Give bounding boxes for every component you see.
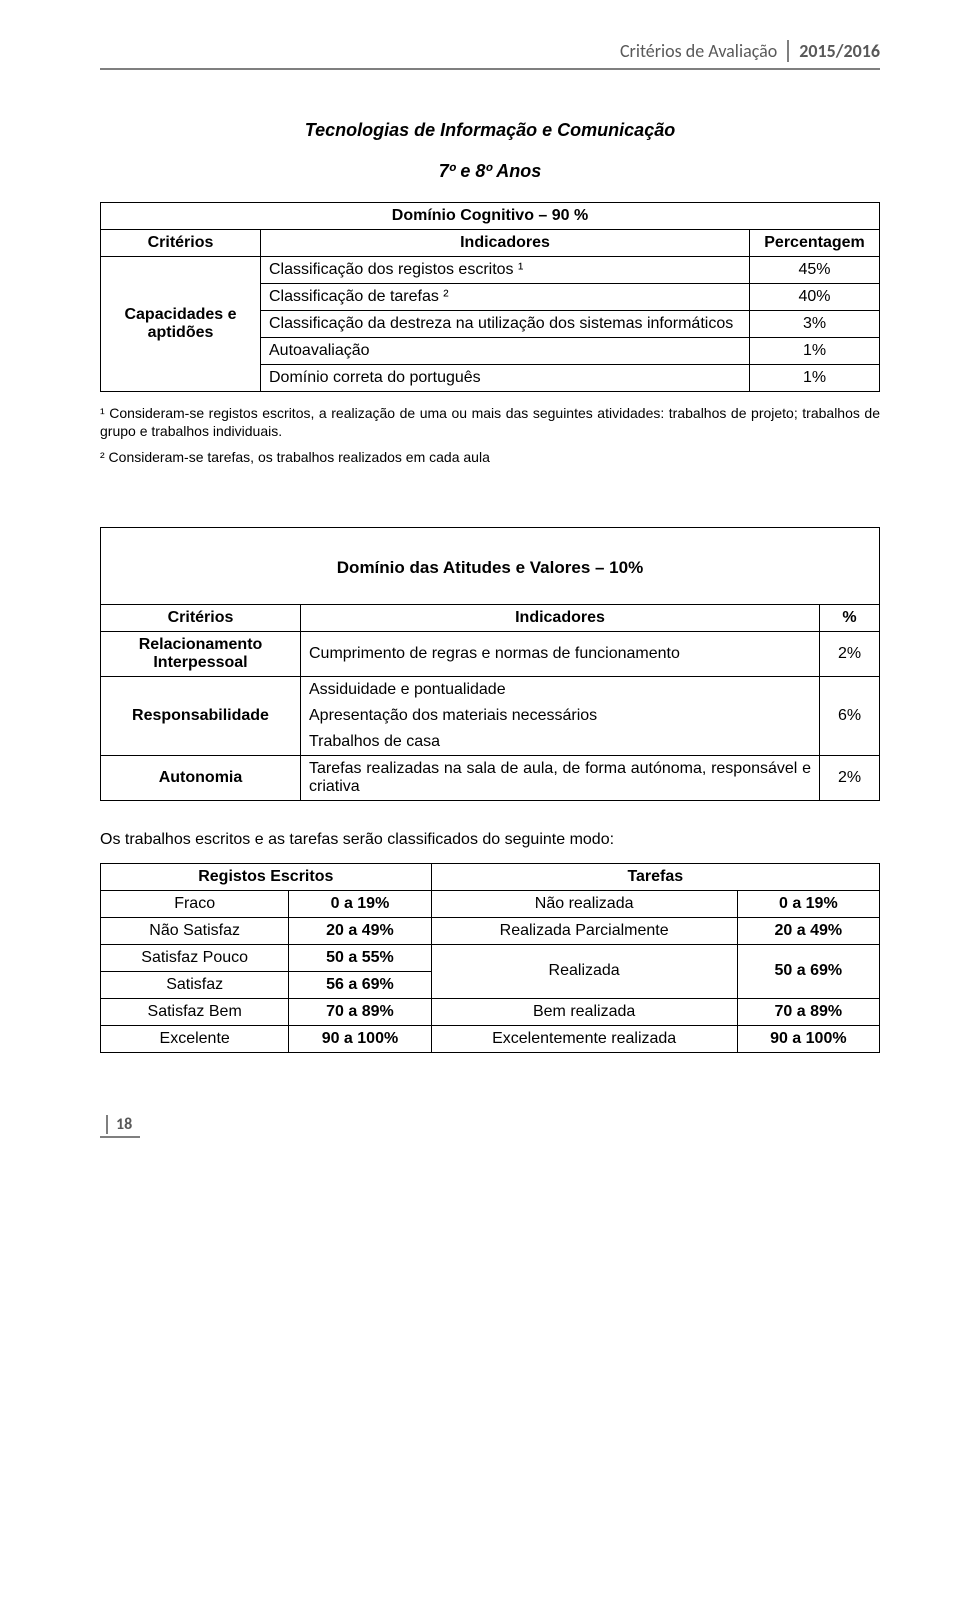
cognitive-crit-label: Capacidades e aptidões [101, 257, 261, 392]
page-header: Critérios de Avaliação 2015/2016 [100, 40, 880, 70]
classif-r3-c0: Satisfaz [101, 971, 289, 998]
doc-title: Tecnologias de Informação e Comunicação [100, 120, 880, 141]
cognitive-pct-4: 1% [750, 365, 880, 392]
classif-r2-c3: 50 a 69% [737, 944, 879, 998]
table-row: Fraco 0 a 19% Não realizada 0 a 19% [101, 890, 880, 917]
classif-r1-c0: Não Satisfaz [101, 917, 289, 944]
cognitive-header-row: Critérios Indicadores Percentagem [101, 230, 880, 257]
cognitive-table: Domínio Cognitivo – 90 % Critérios Indic… [100, 202, 880, 392]
atitudes-rel-label: Relacionamento Interpessoal [101, 631, 301, 676]
classif-r0-c3: 0 a 19% [737, 890, 879, 917]
classif-r5-c0: Excelente [101, 1025, 289, 1052]
header-year: 2015/2016 [787, 40, 880, 62]
table-row: Autonomia Tarefas realizadas na sala de … [101, 755, 880, 800]
cognitive-pct-0: 45% [750, 257, 880, 284]
atitudes-head-indicadores: Indicadores [301, 604, 820, 631]
atitudes-rel-pct: 2% [820, 631, 880, 676]
classif-r2-c0: Satisfaz Pouco [101, 944, 289, 971]
atitudes-resp-pct: 6% [820, 676, 880, 755]
table-row: Capacidades e aptidões Classificação dos… [101, 257, 880, 284]
classif-head1: Registos Escritos [101, 863, 432, 890]
footnote-1: ¹ Consideram-se registos escritos, a rea… [100, 404, 880, 440]
cognitive-domain-row: Domínio Cognitivo – 90 % [101, 203, 880, 230]
atitudes-header-row: Critérios Indicadores % [101, 604, 880, 631]
atitudes-head-criterios: Critérios [101, 604, 301, 631]
cognitive-ind-0: Classificação dos registos escritos ¹ [261, 257, 750, 284]
footnote-2: ² Consideram-se tarefas, os trabalhos re… [100, 448, 880, 466]
classif-r0-c1: 0 a 19% [289, 890, 431, 917]
atitudes-auto-label: Autonomia [101, 755, 301, 800]
classif-r5-c2: Excelentemente realizada [431, 1025, 737, 1052]
atitudes-auto-ind: Tarefas realizadas na sala de aula, de f… [301, 755, 820, 800]
header-title: Critérios de Avaliação [620, 40, 777, 62]
cognitive-head-indicadores: Indicadores [261, 230, 750, 257]
page-number: 18 [106, 1115, 132, 1134]
cognitive-pct-1: 40% [750, 284, 880, 311]
atitudes-caption: Domínio das Atitudes e Valores – 10% [100, 527, 880, 604]
page-footer: 18 [100, 1113, 880, 1138]
cognitive-pct-3: 1% [750, 338, 880, 365]
table-row: Excelente 90 a 100% Excelentemente reali… [101, 1025, 880, 1052]
classif-r5-c3: 90 a 100% [737, 1025, 879, 1052]
classif-r1-c3: 20 a 49% [737, 917, 879, 944]
table-row: Não Satisfaz 20 a 49% Realizada Parcialm… [101, 917, 880, 944]
cognitive-head-percentagem: Percentagem [750, 230, 880, 257]
cognitive-pct-2: 3% [750, 311, 880, 338]
atitudes-auto-pct: 2% [820, 755, 880, 800]
cognitive-ind-4: Domínio correta do português [261, 365, 750, 392]
atitudes-resp-ind3: Trabalhos de casa [301, 729, 820, 756]
atitudes-table: Critérios Indicadores % Relacionamento I… [100, 604, 880, 801]
classif-header-row: Registos Escritos Tarefas [101, 863, 880, 890]
cognitive-ind-1: Classificação de tarefas ² [261, 284, 750, 311]
page-number-box: 18 [100, 1113, 140, 1138]
cognitive-ind-2: Classificação da destreza na utilização … [261, 311, 750, 338]
doc-subtitle: 7º e 8º Anos [100, 161, 880, 182]
classif-r4-c0: Satisfaz Bem [101, 998, 289, 1025]
classif-r0-c2: Não realizada [431, 890, 737, 917]
atitudes-resp-ind1: Assiduidade e pontualidade [301, 676, 820, 703]
cognitive-head-criterios: Critérios [101, 230, 261, 257]
atitudes-head-pct: % [820, 604, 880, 631]
classif-r3-c1: 56 a 69% [289, 971, 431, 998]
cognitive-domain-label: Domínio Cognitivo – 90 % [101, 203, 880, 230]
classif-intro: Os trabalhos escritos e as tarefas serão… [100, 831, 880, 849]
classif-r1-c2: Realizada Parcialmente [431, 917, 737, 944]
atitudes-resp-ind2: Apresentação dos materiais necessários [301, 703, 820, 729]
cognitive-ind-3: Autoavaliação [261, 338, 750, 365]
classif-r5-c1: 90 a 100% [289, 1025, 431, 1052]
classif-r4-c2: Bem realizada [431, 998, 737, 1025]
atitudes-resp-label: Responsabilidade [101, 676, 301, 755]
classif-r1-c1: 20 a 49% [289, 917, 431, 944]
classif-r4-c1: 70 a 89% [289, 998, 431, 1025]
classif-r2-c2: Realizada [431, 944, 737, 998]
table-row: Relacionamento Interpessoal Cumprimento … [101, 631, 880, 676]
classif-head2: Tarefas [431, 863, 879, 890]
table-row: Satisfaz Pouco 50 a 55% Realizada 50 a 6… [101, 944, 880, 971]
table-row: Responsabilidade Assiduidade e pontualid… [101, 676, 880, 703]
atitudes-rel-ind: Cumprimento de regras e normas de funcio… [301, 631, 820, 676]
classif-table: Registos Escritos Tarefas Fraco 0 a 19% … [100, 863, 880, 1053]
classif-r4-c3: 70 a 89% [737, 998, 879, 1025]
classif-r2-c1: 50 a 55% [289, 944, 431, 971]
classif-r0-c0: Fraco [101, 890, 289, 917]
table-row: Satisfaz Bem 70 a 89% Bem realizada 70 a… [101, 998, 880, 1025]
